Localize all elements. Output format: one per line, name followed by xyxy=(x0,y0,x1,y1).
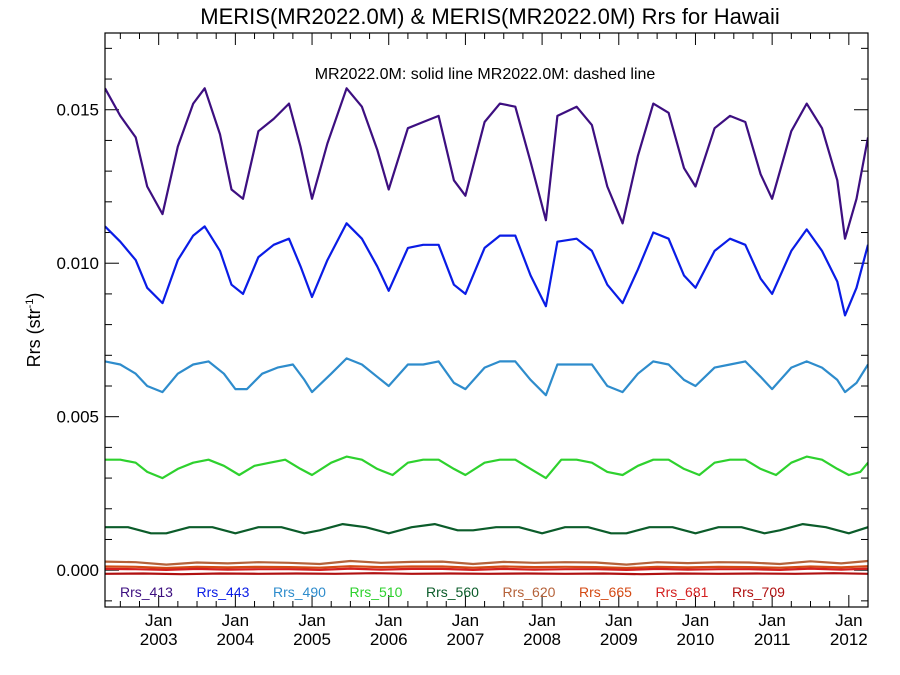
legend-item-rrs-620: Rrs_620 xyxy=(503,584,556,600)
legend-item-rrs-443: Rrs_443 xyxy=(197,584,250,600)
legend-item-rrs-709: Rrs_709 xyxy=(732,584,785,600)
x-tick-label-year: 2005 xyxy=(293,630,331,649)
x-tick-label-month: Jan xyxy=(222,611,249,630)
series-line-rrs-620 xyxy=(105,559,868,566)
x-tick-label-month: Jan xyxy=(835,611,862,630)
series-line-rrs-510 xyxy=(105,455,868,480)
series-lines xyxy=(105,87,868,576)
series-line-rrs-709 xyxy=(105,572,868,576)
y-tick-label: 0.005 xyxy=(56,408,99,427)
legend-item-rrs-490: Rrs_490 xyxy=(273,584,326,600)
series-line-rrs-681 xyxy=(105,567,868,572)
x-tick-label-year: 2007 xyxy=(446,630,484,649)
x-tick-label-month: Jan xyxy=(145,611,172,630)
x-tick-label-month: Jan xyxy=(528,611,555,630)
x-tick-label-year: 2009 xyxy=(600,630,638,649)
x-tick-label-month: Jan xyxy=(298,611,325,630)
series-line-rrs-560 xyxy=(105,522,868,535)
legend-item-rrs-560: Rrs_560 xyxy=(426,584,479,600)
series-line-rrs-443 xyxy=(105,222,868,317)
y-axis-label: Rrs (str-1) xyxy=(24,293,44,368)
y-axis-label-close: ) xyxy=(24,293,44,299)
series-line-rrs-413 xyxy=(105,87,868,240)
y-tick-label: 0.000 xyxy=(56,561,99,580)
legend-item-rrs-665: Rrs_665 xyxy=(579,584,632,600)
series-line-rrs-490 xyxy=(105,357,868,397)
plot-frame xyxy=(104,32,869,608)
legend-item-rrs-681: Rrs_681 xyxy=(656,584,709,600)
y-tick-label: 0.015 xyxy=(56,101,99,120)
x-tick-label-year: 2003 xyxy=(140,630,178,649)
legend-item-rrs-413: Rrs_413 xyxy=(120,584,173,600)
line-style-note: MR2022.0M: solid line MR2022.0M: dashed … xyxy=(315,66,656,83)
tick-labels: 0.0000.0050.0100.015Jan2003Jan2004Jan200… xyxy=(56,101,867,649)
x-tick-label-month: Jan xyxy=(682,611,709,630)
chart-title: MERIS(MR2022.0M) & MERIS(MR2022.0M) Rrs … xyxy=(200,4,779,29)
y-tick-label: 0.010 xyxy=(56,254,99,273)
y-axis-label-text: Rrs (str xyxy=(24,308,44,367)
x-tick-label-year: 2008 xyxy=(523,630,561,649)
x-tick-label-year: 2012 xyxy=(830,630,868,649)
x-tick-label-year: 2010 xyxy=(677,630,715,649)
x-tick-label-year: 2006 xyxy=(370,630,408,649)
axis-ticks xyxy=(105,33,869,607)
x-tick-label-year: 2004 xyxy=(216,630,254,649)
y-axis-label-exponent: -1 xyxy=(24,299,36,309)
x-tick-label-month: Jan xyxy=(758,611,785,630)
x-tick-label-month: Jan xyxy=(452,611,479,630)
legend-item-rrs-510: Rrs_510 xyxy=(350,584,403,600)
legend: Rrs_413 Rrs_443 Rrs_490 Rrs_510 Rrs_560 Rrs_6… xyxy=(120,584,785,600)
series-line-rrs-665 xyxy=(105,565,868,570)
x-tick-label-month: Jan xyxy=(605,611,632,630)
x-tick-label-month: Jan xyxy=(375,611,402,630)
x-tick-label-year: 2011 xyxy=(754,630,791,649)
